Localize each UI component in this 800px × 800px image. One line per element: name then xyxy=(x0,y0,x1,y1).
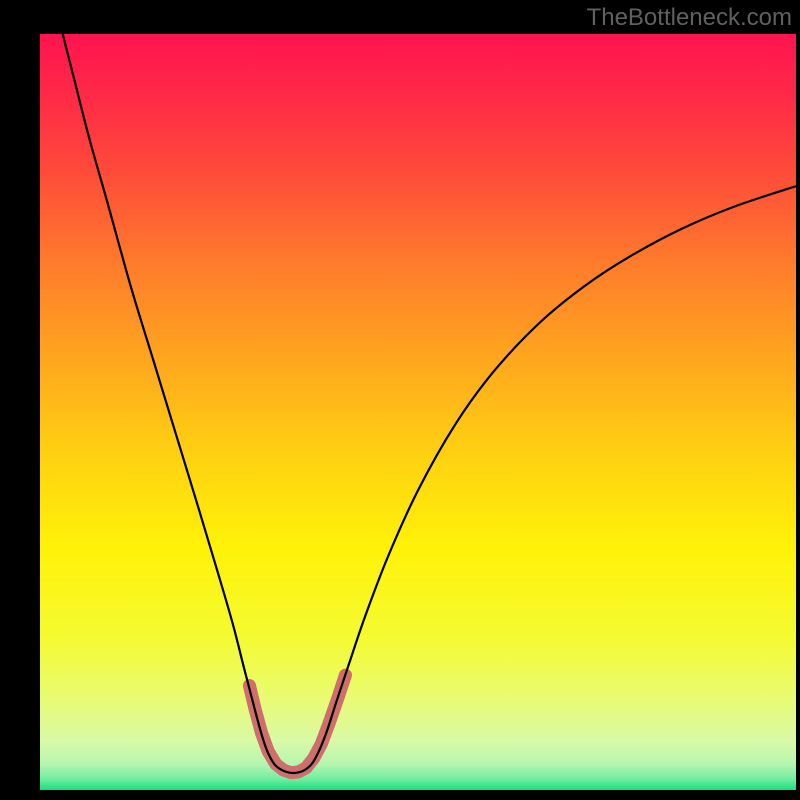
watermark-text: TheBottleneck.com xyxy=(587,4,792,32)
highlight-band xyxy=(249,675,345,773)
main-curve xyxy=(63,34,796,773)
curve-layer xyxy=(40,34,796,776)
plot-area xyxy=(40,34,796,776)
